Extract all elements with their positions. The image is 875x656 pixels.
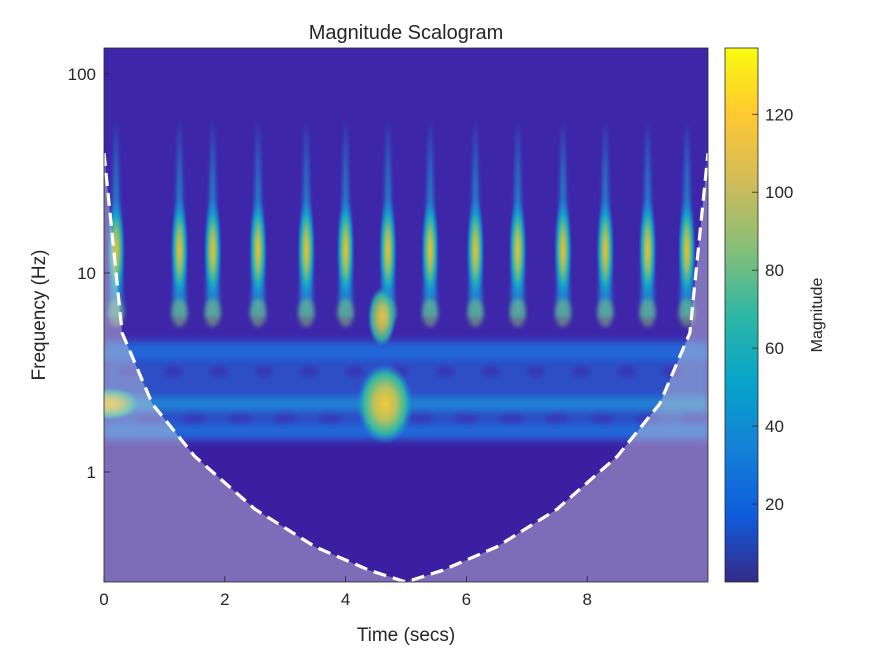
- burst-streak: [638, 118, 657, 327]
- colorbar-tick-label: 100: [765, 183, 793, 202]
- band-hole: [545, 413, 569, 424]
- band-hole: [300, 365, 319, 378]
- plot-area: [103, 47, 709, 583]
- burst-streak: [421, 118, 440, 327]
- band-hole: [454, 413, 479, 424]
- burst-streak: [249, 118, 268, 327]
- x-axis: 0 2 4 6 8: [99, 576, 592, 609]
- y-tick-label: 1: [87, 463, 96, 482]
- colorbar-ticks: 20 40 60 80 100 120: [752, 105, 793, 514]
- band-hole: [409, 413, 434, 424]
- scalogram-heatmap: [104, 118, 708, 582]
- band-hole: [436, 365, 455, 378]
- colorbar-tick-label: 120: [765, 105, 793, 124]
- hot-region: [367, 287, 396, 348]
- chart-title: Magnitude Scalogram: [309, 22, 504, 44]
- hot-region: [104, 387, 141, 420]
- coi-shading: [104, 48, 708, 582]
- colorbar-tick-label: 40: [765, 417, 784, 436]
- colorbar-tick-label: 60: [765, 339, 784, 358]
- x-axis-title: Time (secs): [357, 625, 456, 646]
- y-axis-title: Frequency (Hz): [29, 250, 50, 381]
- band-hole: [255, 365, 274, 378]
- burst-streak: [596, 118, 615, 327]
- band-hole: [119, 365, 138, 378]
- band-hole: [345, 365, 364, 378]
- coi-line: [104, 152, 708, 582]
- band-hole: [209, 365, 228, 378]
- band-hole: [137, 413, 162, 424]
- x-tick-label: 4: [341, 590, 350, 609]
- y-tick-label: 10: [77, 264, 96, 283]
- colorbar-tick-label: 80: [765, 261, 784, 280]
- colorbar-gradient: [724, 47, 759, 583]
- x-tick-label: 8: [582, 590, 591, 609]
- burst-streak: [297, 118, 316, 327]
- colorbar: 20 40 60 80 100 120 Magnitude: [724, 47, 826, 583]
- band-hole: [182, 413, 207, 424]
- band-hole: [164, 365, 183, 378]
- frequency-band: [104, 424, 708, 439]
- burst-streak: [203, 118, 222, 327]
- cone-of-influence: [104, 48, 708, 582]
- colorbar-label: Magnitude: [809, 278, 826, 353]
- x-tick-label: 0: [99, 590, 108, 609]
- band-hole: [273, 413, 298, 424]
- band-hole: [526, 365, 545, 378]
- band-hole: [572, 365, 591, 378]
- y-tick-label: 100: [68, 65, 96, 84]
- burst-streak: [336, 118, 355, 327]
- burst-streak: [677, 118, 696, 327]
- colorbar-tick-label: 20: [765, 495, 784, 514]
- low-frequency-floor: [104, 446, 708, 582]
- plot-frame: [103, 47, 709, 583]
- burst-streak: [508, 118, 527, 327]
- x-tick-label: 2: [220, 590, 229, 609]
- hot-region: [356, 363, 413, 444]
- burst-streak: [466, 118, 485, 327]
- burst-streak: [554, 118, 573, 327]
- y-axis: 1 10 100: [68, 65, 110, 482]
- burst-streak: [170, 118, 189, 327]
- frequency-band: [104, 345, 708, 360]
- band-hole: [499, 413, 524, 424]
- x-tick-label: 6: [462, 590, 471, 609]
- band-hole: [617, 365, 636, 378]
- band-hole: [590, 413, 615, 424]
- band-hole: [680, 413, 705, 424]
- band-hole: [481, 365, 500, 378]
- band-hole: [227, 413, 252, 424]
- band-hole: [318, 413, 343, 424]
